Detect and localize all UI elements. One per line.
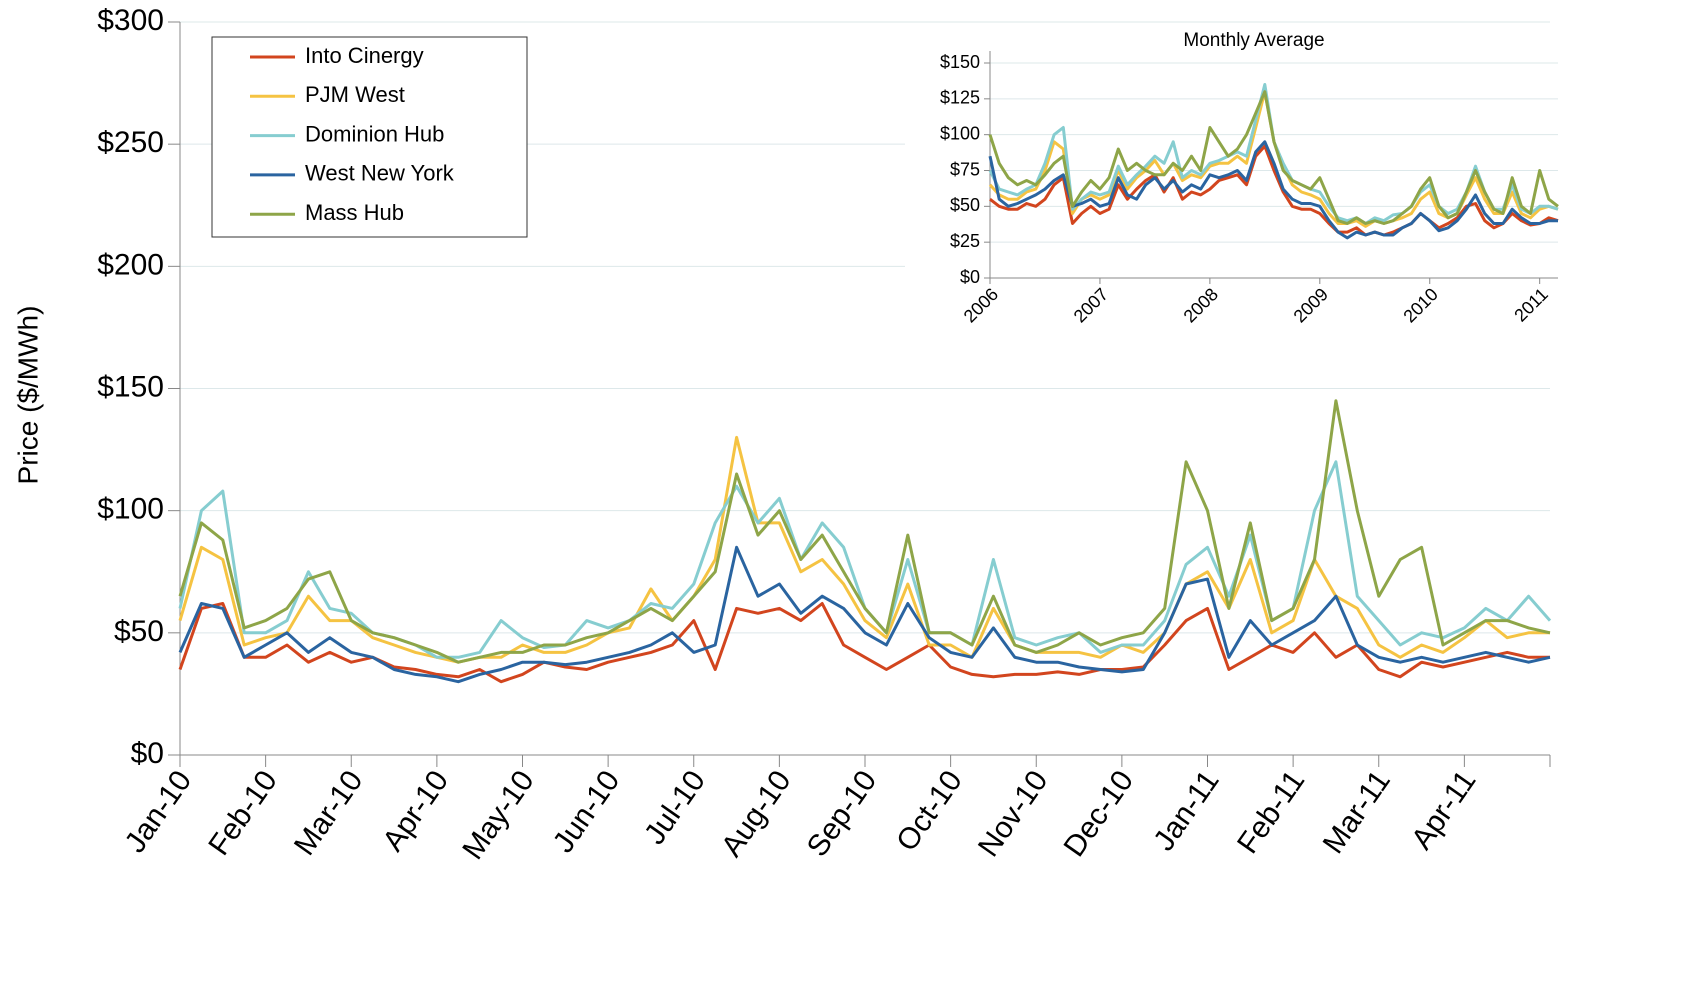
series-line [178, 545, 1551, 684]
x-tick-label: Jan-10 [119, 765, 199, 859]
series-line [989, 144, 1559, 237]
x-tick-label: Nov-10 [972, 765, 1055, 863]
x-tick-label: Sep-10 [801, 765, 884, 863]
y-tick-label: $0 [131, 737, 164, 770]
legend-label: Dominion Hub [305, 121, 444, 146]
y-tick-label: $100 [940, 123, 980, 143]
x-tick-label: Mar-10 [288, 765, 370, 862]
y-tick-label: $150 [940, 52, 980, 72]
legend-label: West New York [305, 161, 455, 186]
x-tick-label: Oct-10 [890, 765, 969, 858]
series-line [178, 399, 1551, 664]
x-tick-label: Jul-10 [638, 765, 712, 851]
x-tick-label: Mar-11 [1317, 765, 1397, 860]
series-line [178, 602, 1550, 684]
inset-title: Monthly Average [1183, 30, 1324, 51]
y-axis-label: Price ($/MWh) [12, 306, 43, 485]
legend-label: PJM West [305, 82, 405, 107]
y-tick-label: $250 [97, 126, 164, 159]
x-tick-label: May-10 [456, 765, 540, 866]
series-line [988, 140, 1558, 240]
x-tick-label: Apr-10 [376, 765, 455, 858]
y-tick-label: $50 [950, 195, 980, 215]
y-tick-label: $0 [960, 267, 980, 287]
y-tick-label: $75 [950, 159, 980, 179]
y-tick-label: $200 [97, 248, 164, 281]
x-tick-label: Jun-10 [547, 765, 627, 859]
series-line [988, 90, 1559, 225]
y-tick-label: $50 [114, 615, 164, 648]
y-tick-label: $125 [940, 88, 980, 108]
x-tick-label: Dec-10 [1058, 765, 1141, 863]
y-tick-label: $100 [97, 493, 164, 526]
x-tick-label: Feb-11 [1231, 765, 1311, 860]
legend-label: Mass Hub [305, 200, 404, 225]
y-tick-label: $300 [97, 4, 164, 37]
series-line [178, 460, 1552, 659]
x-tick-label: Aug-10 [715, 765, 798, 863]
legend-label: Into Cinergy [305, 43, 424, 68]
x-tick-label: Feb-10 [202, 765, 284, 862]
x-tick-label: Jan-11 [1147, 765, 1225, 857]
y-tick-label: $150 [97, 370, 164, 403]
x-tick-label: Apr-11 [1405, 765, 1482, 856]
y-tick-label: $25 [950, 231, 980, 251]
series-line [178, 435, 1550, 664]
